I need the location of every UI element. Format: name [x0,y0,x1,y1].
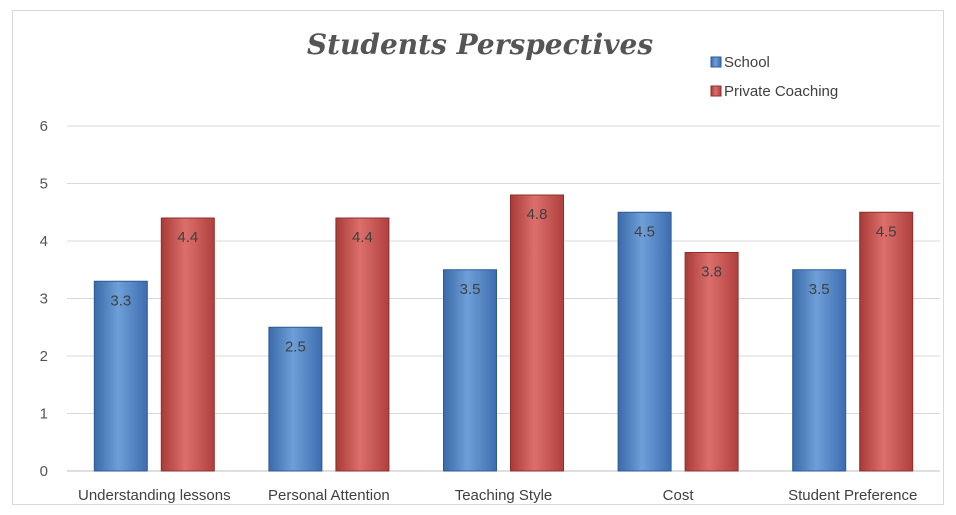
bars [93,194,914,472]
bar-school [93,280,148,472]
category-label: Personal Attention [268,487,390,504]
bar-school [268,326,323,472]
data-label: 3.3 [110,292,131,309]
y-tick-label: 1 [40,406,48,423]
data-label: 4.5 [634,223,655,240]
bar-private-coaching [510,194,564,472]
y-tick-label: 0 [40,463,48,480]
category-label: Understanding lessons [78,487,231,504]
legend: School Private Coaching [710,54,838,100]
bar-school [792,269,847,472]
legend-swatch [710,56,722,68]
bar-private-coaching [160,217,215,472]
bar-private-coaching [859,211,914,472]
bar-school [617,211,672,472]
data-label: 3.5 [460,281,481,298]
y-tick-label: 6 [40,118,48,135]
bar-private-coaching [335,217,390,472]
x-axis-categories: Understanding lessons Personal Attention T… [78,487,917,504]
bar-private-coaching [684,252,739,472]
chart-title: Students Perspectives [307,28,653,61]
data-label: 3.8 [701,264,722,281]
y-axis-ticks: 0 1 2 3 4 5 6 [40,118,48,480]
data-label: 4.4 [352,229,373,246]
category-label: Cost [663,487,695,504]
category-label: Student Preference [788,487,917,504]
y-tick-label: 4 [40,233,48,250]
y-tick-label: 5 [40,176,48,193]
category-label: Teaching Style [455,487,553,504]
data-labels: 3.3 4.4 2.5 4.4 3.5 4.8 4.5 3.8 3.5 4.5 [110,206,896,355]
data-label: 4.5 [876,223,897,240]
data-label: 2.5 [285,338,306,355]
data-label: 3.5 [809,281,830,298]
legend-label: School [724,54,770,71]
data-label: 4.4 [177,229,198,246]
y-tick-label: 2 [40,348,48,365]
legend-label: Private Coaching [724,83,838,100]
bar-school [443,269,497,472]
y-tick-label: 3 [40,291,48,308]
legend-swatch [710,85,722,97]
data-label: 4.8 [527,206,548,223]
